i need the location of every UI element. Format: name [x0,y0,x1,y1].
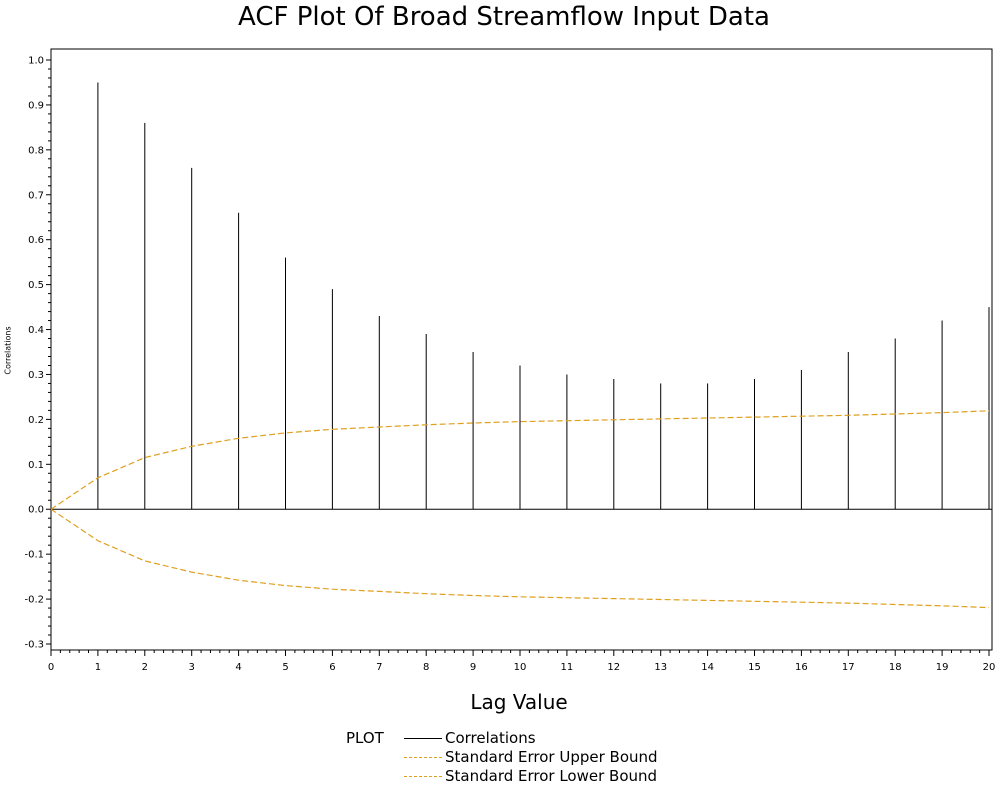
x-tick-label: 16 [795,662,808,673]
y-tick-label: 0.6 [28,235,44,246]
x-tick-label: 7 [376,662,382,673]
y-tick-label: 0.4 [28,325,44,336]
x-tick-label: 6 [329,662,335,673]
y-tick-label: 0.0 [28,505,44,516]
x-tick-label: 12 [607,662,620,673]
y-axis-label: Correlations [3,326,13,375]
x-tick-label: 8 [423,662,429,673]
y-tick-label: 0.7 [28,190,44,201]
lower-bound-line [50,508,990,609]
chart-title: ACF Plot Of Broad Streamflow Input Data [238,2,770,32]
y-tick-label: -0.1 [24,550,44,561]
y-axis: -0.3 -0.2 -0.1 0.0 0.1 0.2 0.3 0.4 0.5 0.6 0.7 0.8 0… [24,56,51,651]
x-axis-label: Lag Value [470,690,568,714]
y-tick-label: -0.3 [24,640,44,651]
x-tick-label: 13 [654,662,667,673]
x-tick-label: 9 [470,662,476,673]
y-tick-label: 1.0 [28,56,44,67]
y-tick-label: 0.9 [28,100,44,111]
x-tick-label: 10 [514,662,527,673]
y-tick-label: 0.3 [28,370,44,381]
x-tick-label: 18 [889,662,902,673]
x-tick-label: 5 [282,662,288,673]
legend-title: PLOT [346,729,384,747]
x-tick-label: 1 [95,662,101,673]
y-tick-label: 0.2 [28,415,44,426]
legend-label-correlations: Correlations [445,729,536,747]
x-axis: 0 1 2 3 4 5 6 7 8 9 10 11 12 13 14 15 16 17 18 19 20 [48,650,996,673]
x-tick-label: 3 [189,662,195,673]
x-tick-label: 2 [142,662,148,673]
legend-swatch-lower-bound [404,776,442,777]
x-tick-label: 17 [842,662,855,673]
x-tick-label: 4 [235,662,241,673]
y-tick-label: 0.1 [28,460,44,471]
y-tick-label: -0.2 [24,595,44,606]
plot-frame [50,48,993,651]
legend-label-lower-bound: Standard Error Lower Bound [445,767,658,785]
legend-swatch-upper-bound [404,757,442,758]
legend-swatch-correlations [404,738,442,739]
y-tick-label: 0.8 [28,145,44,156]
x-tick-label: 14 [701,662,714,673]
x-tick-label: 15 [748,662,761,673]
legend-label-upper-bound: Standard Error Upper Bound [445,748,658,766]
x-tick-label: 0 [48,662,54,673]
y-tick-label: 0.5 [28,280,44,291]
x-tick-label: 11 [561,662,574,673]
upper-bound-line [50,410,990,510]
correlation-bars [97,82,990,510]
x-tick-label: 19 [936,662,949,673]
x-tick-label: 20 [983,662,996,673]
